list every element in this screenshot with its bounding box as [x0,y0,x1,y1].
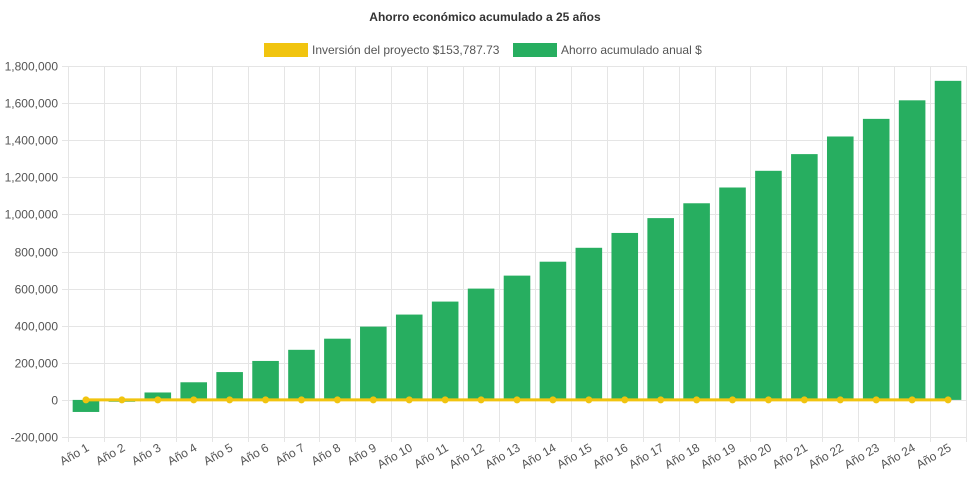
bar [431,301,459,400]
x-tick-label: Año 23 [842,440,882,471]
investment-point [405,396,413,404]
investment-point [190,396,198,404]
bar [862,118,890,400]
investment-point [226,396,234,404]
x-tick-label: Año 4 [165,440,199,468]
x-tick-label: Año 18 [662,440,702,471]
investment-point [800,396,808,404]
x-tick-label: Año 17 [626,440,666,471]
bar [934,80,962,400]
bar [791,154,818,400]
bar [898,100,926,400]
y-tick-label: 1,400,000 [5,134,59,148]
legend-item[interactable]: Inversión del proyecto $153,787.73 [264,43,500,57]
y-tick-label: 1,600,000 [5,97,59,111]
x-tick-label: Año 15 [554,440,594,471]
legend-label: Inversión del proyecto $153,787.73 [312,43,500,57]
bar-series [72,80,962,412]
y-tick-label: 600,000 [15,283,59,297]
x-tick-label: Año 3 [129,440,163,468]
investment-point [908,396,916,404]
bar [216,372,243,400]
y-tick-label: 1,200,000 [5,171,59,185]
bar [360,326,387,400]
x-tick-label: Año 5 [201,440,235,468]
x-tick-label: Año 21 [770,440,810,471]
bar [180,382,208,400]
investment-point [441,396,449,404]
x-tick-label: Año 13 [483,440,523,471]
investment-point [585,396,593,404]
x-tick-label: Año 12 [447,440,487,471]
investment-point [154,396,162,404]
x-tick-label: Año 8 [309,440,343,468]
x-tick-label: Año 6 [237,440,271,468]
y-tick-label: 1,800,000 [5,60,59,74]
bar [539,261,567,400]
x-tick-label: Año 22 [806,440,846,471]
x-axis: Año 1 Año 2 Año 3 Año 4 Año 5 Año 6 Año 7 Año 8… [57,440,954,471]
investment-point [764,396,772,404]
investment-point [549,396,557,404]
x-tick-label: Año 2 [93,440,127,468]
bar [467,288,495,400]
y-tick-label: 200,000 [15,357,59,371]
investment-point [657,396,665,404]
investment-point [836,396,844,404]
investment-point [729,396,737,404]
investment-point [297,396,305,404]
y-tick-label: 800,000 [15,246,59,260]
investment-point [621,396,629,404]
x-tick-label: Año 7 [273,440,307,468]
x-tick-label: Año 24 [878,440,918,471]
x-tick-label: Año 9 [345,440,379,468]
legend-label: Ahorro acumulado anual $ [561,43,702,57]
bar [755,170,782,400]
investment-point [82,396,90,404]
investment-point [369,396,377,404]
legend-swatch [513,43,557,57]
investment-point [262,396,270,404]
y-axis: -200,000 0 200,000 400,000 600,000 800,000 1,0… [5,60,59,445]
y-tick-label: 0 [51,394,58,408]
investment-point [693,396,701,404]
grid-lines [62,66,967,442]
investment-point [513,396,521,404]
bar [826,136,854,400]
bar [324,338,351,400]
bar [288,349,315,400]
chart-title: Ahorro económico acumulado a 25 años [369,10,601,24]
legend-item[interactable]: Ahorro acumulado anual $ [513,43,702,57]
bar [72,399,100,412]
line-series [82,396,952,404]
x-tick-label: Año 11 [411,440,450,471]
investment-point [872,396,880,404]
bar [647,218,674,400]
y-tick-label: -200,000 [11,431,59,445]
bar [395,314,423,400]
x-tick-label: Año 25 [914,440,954,471]
investment-point [118,396,126,404]
bar [611,232,639,400]
x-tick-label: Año 16 [590,440,630,471]
x-tick-label: Año 14 [518,440,558,471]
legend-swatch [264,43,308,57]
bar [252,360,279,400]
x-tick-label: Año 19 [698,440,738,471]
x-tick-label: Año 10 [375,440,415,471]
y-tick-label: 1,000,000 [5,208,59,222]
investment-point [477,396,485,404]
bar [719,187,746,400]
bar [575,247,603,400]
legend[interactable]: Inversión del proyecto $153,787.73 Ahorro… [264,43,702,57]
bar [683,203,710,400]
x-tick-label: Año 1 [57,440,91,468]
bar [503,275,531,400]
investment-point [333,396,341,404]
x-tick-label: Año 20 [734,440,774,471]
investment-point [944,396,952,404]
bar [144,392,172,400]
y-tick-label: 400,000 [15,320,59,334]
